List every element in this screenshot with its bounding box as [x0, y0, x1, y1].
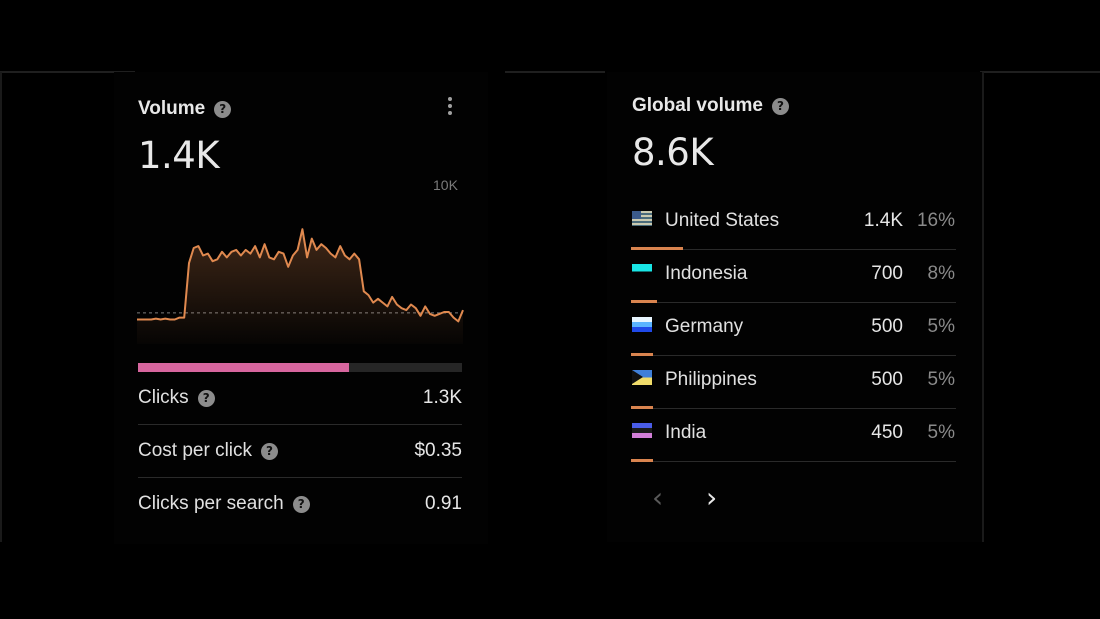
- next-page-button[interactable]: ›: [706, 481, 718, 514]
- top-border: [980, 71, 1100, 73]
- help-icon[interactable]: ?: [771, 97, 789, 115]
- country-row[interactable]: Germany 500 5%: [631, 303, 956, 356]
- country-volume: 500: [871, 369, 903, 390]
- country-share-bar: [631, 406, 653, 409]
- country-percent: 5%: [927, 316, 955, 337]
- country-row[interactable]: Philippines 500 5%: [631, 356, 956, 409]
- metric-value: 1.3K: [422, 387, 462, 408]
- country-share-bar: [631, 459, 653, 462]
- top-border: [505, 71, 605, 73]
- divider: [982, 72, 984, 542]
- country-percent: 8%: [927, 263, 955, 284]
- chart-area: [137, 229, 463, 344]
- volume-title-row: Volume ?: [138, 98, 232, 120]
- country-name: Germany: [665, 316, 744, 337]
- country-percent: 5%: [927, 369, 955, 390]
- country-name: Philippines: [665, 369, 757, 390]
- country-share-bar: [631, 247, 683, 250]
- divider: [0, 72, 2, 542]
- country-share-bar: [631, 353, 653, 356]
- metric-row-clicks: Clicks? 1.3K: [138, 372, 462, 425]
- metric-label: Clicks: [138, 387, 189, 408]
- clicks-ratio-fill: [138, 363, 349, 372]
- country-percent: 16%: [916, 210, 955, 231]
- help-icon[interactable]: ?: [197, 389, 215, 407]
- chart-series-line: [137, 228, 464, 323]
- more-options-icon[interactable]: [447, 97, 453, 118]
- metric-value: 0.91: [425, 493, 462, 514]
- country-volume: 1.4K: [863, 210, 903, 231]
- metric-row-clicks-per-search: Clicks per search? 0.91: [138, 478, 462, 530]
- country-name: India: [665, 422, 707, 443]
- country-name: Indonesia: [665, 263, 748, 284]
- top-border: [0, 71, 135, 73]
- id-flag-icon: [632, 264, 652, 279]
- global-volume-title: Global volume: [632, 95, 763, 116]
- metric-label: Clicks per search: [138, 493, 284, 514]
- volume-card: Volume ? 1.4K 10K Clicks? 1.3K Cost per …: [114, 72, 488, 544]
- volume-value: 1.4K: [138, 134, 220, 177]
- country-volume: 500: [871, 316, 903, 337]
- metric-label: Cost per click: [138, 440, 253, 461]
- country-volume: 700: [871, 263, 903, 284]
- country-percent: 5%: [927, 422, 955, 443]
- country-volume: 450: [871, 422, 903, 443]
- help-icon[interactable]: ?: [261, 442, 279, 460]
- us-flag-icon: [632, 211, 652, 226]
- global-volume-card: Global volume ? 8.6K United States 1.4K …: [607, 72, 982, 542]
- volume-trend-chart: [137, 228, 464, 344]
- prev-page-button[interactable]: ‹: [652, 481, 664, 514]
- clicks-ratio-bar: [138, 363, 462, 372]
- ph-flag-icon: [632, 370, 652, 385]
- global-volume-value: 8.6K: [632, 131, 714, 174]
- de-flag-icon: [632, 317, 652, 332]
- metric-row-cost-per-click: Cost per click? $0.35: [138, 425, 462, 478]
- country-row[interactable]: Indonesia 700 8%: [631, 250, 956, 303]
- help-icon[interactable]: ?: [292, 495, 310, 513]
- volume-title: Volume: [138, 98, 206, 119]
- help-icon[interactable]: ?: [214, 100, 232, 118]
- country-share-bar: [631, 300, 657, 303]
- country-row[interactable]: India 450 5%: [631, 409, 956, 462]
- country-name: United States: [665, 210, 780, 231]
- global-title-row: Global volume ?: [632, 95, 789, 117]
- metric-value: $0.35: [414, 440, 462, 461]
- in-flag-icon: [632, 423, 652, 438]
- country-row[interactable]: United States 1.4K 16%: [631, 197, 956, 250]
- chart-y-max-label: 10K: [433, 177, 458, 193]
